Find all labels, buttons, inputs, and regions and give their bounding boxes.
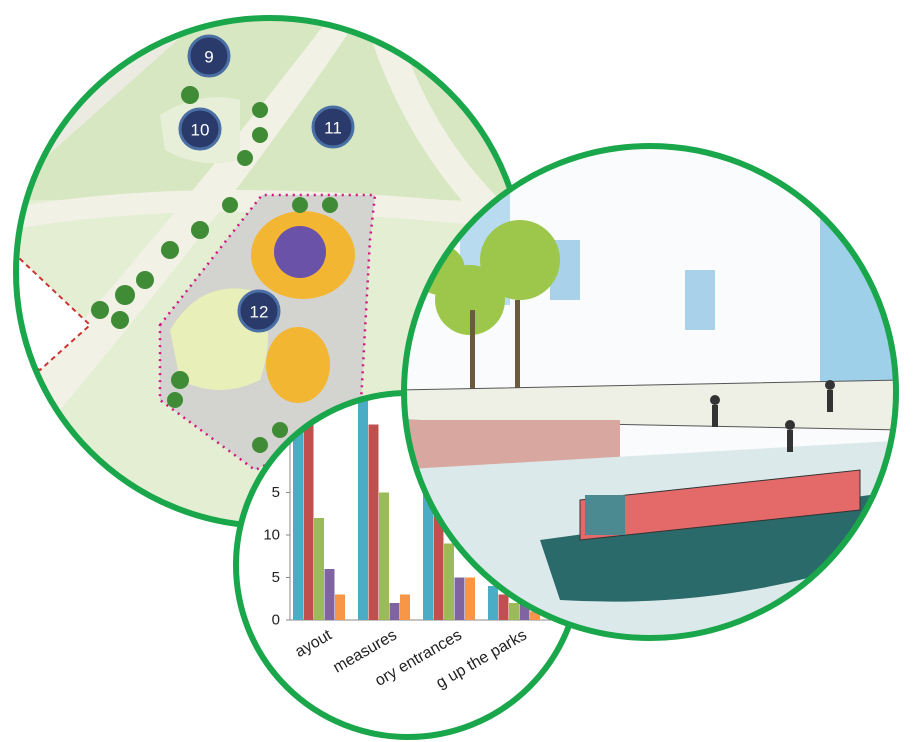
marker-label: 12 — [250, 303, 269, 322]
bar — [509, 603, 519, 620]
bar — [423, 450, 433, 620]
sketch — [404, 146, 896, 638]
bar — [389, 603, 400, 620]
bar — [444, 543, 454, 620]
y-tick-label: 5 — [272, 569, 280, 586]
bar — [303, 424, 314, 620]
bar — [498, 594, 509, 620]
bar — [530, 611, 540, 620]
y-tick-label: 5 — [272, 484, 280, 501]
bar — [324, 569, 335, 620]
bar — [400, 594, 410, 620]
marker-label: 9 — [204, 48, 213, 67]
y-tick-label: 0 — [272, 612, 280, 629]
marker-label: 11 — [324, 119, 342, 138]
bar — [293, 393, 303, 620]
bar — [488, 586, 498, 620]
bar — [379, 492, 389, 620]
bar — [335, 594, 345, 620]
bar — [454, 577, 465, 620]
bar — [465, 577, 475, 620]
sketch-border — [401, 143, 899, 641]
bar — [358, 393, 368, 620]
bar — [314, 518, 324, 620]
marker-label: 10 — [191, 121, 210, 140]
bar — [368, 424, 379, 620]
bar — [519, 603, 530, 620]
map-markers: 9 10 11 12 — [178, 34, 355, 333]
bar — [433, 467, 444, 620]
y-tick-label: 10 — [263, 527, 280, 544]
